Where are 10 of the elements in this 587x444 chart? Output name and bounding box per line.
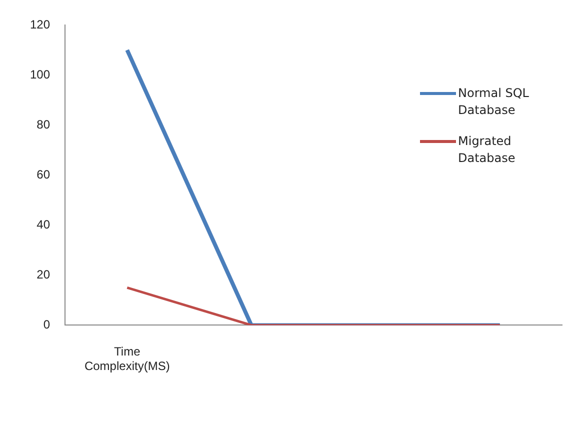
legend-label: Migrated Database xyxy=(458,133,516,167)
y-tick-label: 100 xyxy=(30,67,50,82)
y-tick-label: 0 xyxy=(43,318,50,332)
legend-label: Normal SQL Database xyxy=(458,85,530,119)
y-tick-label: 120 xyxy=(30,17,50,32)
x-tick-label: Time Complexity(MS) xyxy=(84,344,170,374)
y-tick-label: 60 xyxy=(36,167,50,182)
y-tick-label: 80 xyxy=(36,117,50,132)
y-tick-label: 20 xyxy=(36,267,50,282)
y-tick-label: 40 xyxy=(36,217,50,232)
